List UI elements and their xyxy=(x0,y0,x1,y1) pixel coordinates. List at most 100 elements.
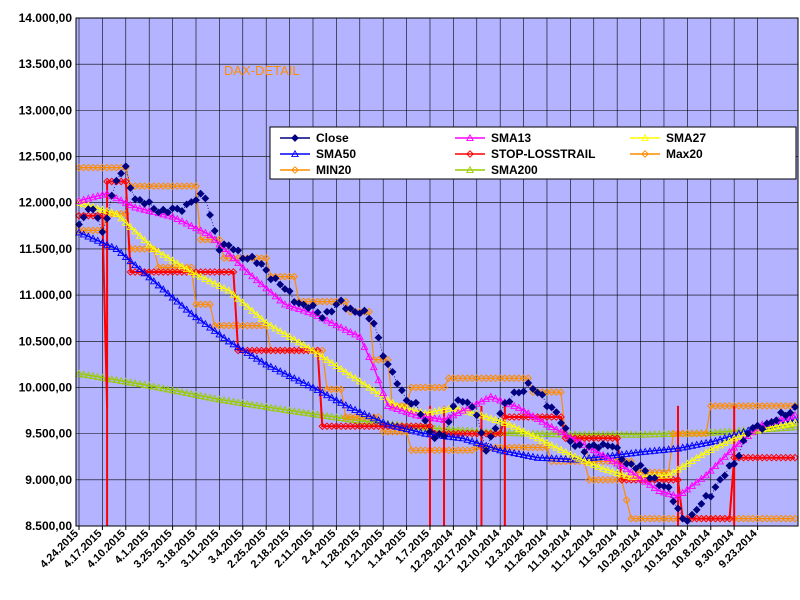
data-point xyxy=(168,204,177,213)
data-point xyxy=(163,211,172,219)
data-point xyxy=(510,448,519,457)
data-point xyxy=(519,387,528,396)
data-point xyxy=(257,260,266,268)
data-point xyxy=(491,415,500,423)
data-point xyxy=(75,228,83,236)
data-point xyxy=(557,454,565,462)
legend-swatch-marker xyxy=(641,150,649,158)
data-point xyxy=(304,307,313,316)
data-point xyxy=(543,453,551,462)
legend-swatch-marker xyxy=(466,133,474,142)
legend: Close SMA50 MIN20 SMA13 STOP-LOSSTRAIL SMA200… xyxy=(269,126,797,180)
data-point xyxy=(440,405,448,413)
data-point xyxy=(117,376,126,384)
data-point xyxy=(650,430,659,438)
data-point xyxy=(224,396,233,404)
data-point xyxy=(599,464,608,472)
data-point xyxy=(187,267,196,276)
data-point xyxy=(89,205,97,214)
data-point xyxy=(84,194,93,202)
data-point xyxy=(238,263,247,271)
data-point xyxy=(173,214,182,222)
data-point xyxy=(135,195,144,204)
data-point xyxy=(374,333,383,342)
data-point xyxy=(84,371,93,379)
data-point xyxy=(599,430,608,438)
data-point xyxy=(107,191,116,200)
data-point xyxy=(215,395,224,403)
data-point xyxy=(613,468,622,476)
data-point xyxy=(112,193,121,202)
data-point xyxy=(379,388,388,397)
data-point xyxy=(220,240,228,249)
y-tick-label: 14.000,00 xyxy=(19,11,73,25)
data-point xyxy=(641,430,650,438)
data-point xyxy=(496,396,505,404)
data-point xyxy=(631,464,640,473)
data-point xyxy=(159,285,168,293)
data-point xyxy=(753,421,762,430)
data-point xyxy=(589,445,598,454)
data-point xyxy=(622,459,631,468)
data-point xyxy=(748,427,757,436)
data-point xyxy=(117,248,126,257)
data-point xyxy=(552,408,561,417)
data-point xyxy=(528,411,537,420)
data-point xyxy=(599,451,608,459)
data-point xyxy=(79,195,88,203)
data-point xyxy=(262,402,271,410)
data-point xyxy=(103,189,112,197)
data-point xyxy=(248,252,257,261)
data-point xyxy=(557,430,565,438)
data-point xyxy=(519,450,528,458)
data-point xyxy=(332,413,341,421)
data-point xyxy=(149,245,158,253)
data-point xyxy=(323,316,331,324)
data-point xyxy=(510,401,519,409)
data-point xyxy=(421,409,430,417)
data-point xyxy=(627,449,636,457)
data-point xyxy=(688,481,697,489)
data-point xyxy=(323,390,331,399)
data-point xyxy=(285,371,294,379)
data-point xyxy=(519,406,528,414)
data-point xyxy=(608,430,617,438)
data-point xyxy=(266,321,275,329)
data-point xyxy=(220,333,229,341)
data-point xyxy=(98,205,107,213)
data-point xyxy=(374,375,383,384)
data-point xyxy=(369,363,378,371)
data-point xyxy=(196,391,205,399)
data-point xyxy=(397,403,406,411)
data-point xyxy=(149,277,158,285)
data-point xyxy=(678,488,687,496)
data-point xyxy=(365,411,374,420)
data-point xyxy=(341,367,350,376)
data-point xyxy=(309,301,317,310)
data-point xyxy=(477,440,486,448)
data-point xyxy=(341,325,350,333)
data-point xyxy=(262,360,271,368)
data-point xyxy=(416,428,425,436)
data-point xyxy=(730,443,739,451)
data-point xyxy=(491,444,500,452)
data-point xyxy=(669,444,678,452)
data-point xyxy=(215,281,224,289)
data-point xyxy=(706,428,715,436)
data-point xyxy=(557,427,565,436)
data-point xyxy=(79,370,88,378)
data-point xyxy=(248,351,257,359)
data-point xyxy=(575,454,584,462)
data-point xyxy=(206,277,214,285)
data-point xyxy=(767,423,776,431)
data-point xyxy=(117,169,126,178)
data-point xyxy=(224,249,233,257)
data-point xyxy=(397,406,406,414)
data-point xyxy=(323,355,331,363)
data-point xyxy=(650,446,659,454)
data-point xyxy=(388,421,397,429)
data-point xyxy=(664,445,673,453)
y-tick-label: 13.500,00 xyxy=(19,57,73,71)
data-point xyxy=(252,275,261,284)
data-point xyxy=(98,211,107,220)
